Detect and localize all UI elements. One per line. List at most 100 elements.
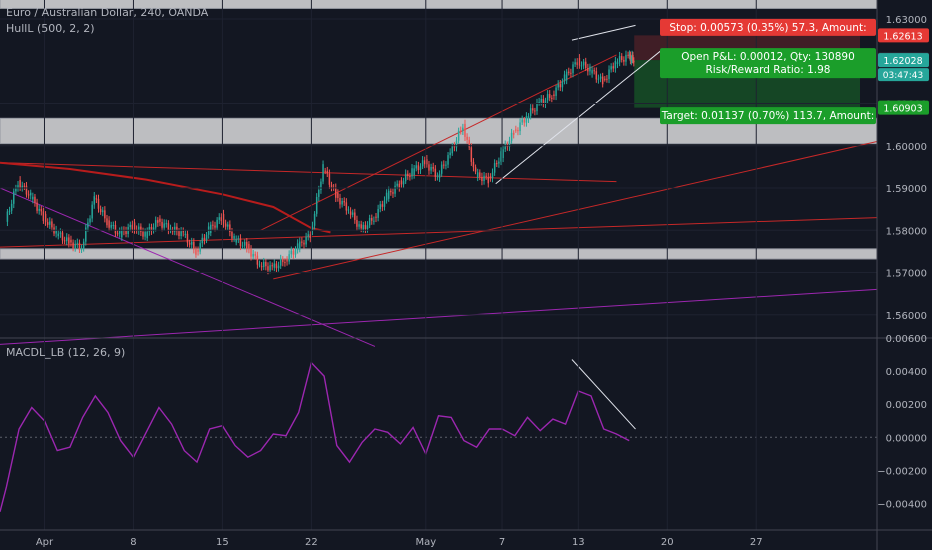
candle-body[interactable] <box>218 217 221 220</box>
candle-body[interactable] <box>61 232 64 241</box>
candle-body[interactable] <box>146 231 148 239</box>
candle-body[interactable] <box>546 94 549 101</box>
candle-body[interactable] <box>27 194 30 196</box>
candle-body[interactable] <box>411 168 413 177</box>
candle-body[interactable] <box>360 224 362 229</box>
candle-body[interactable] <box>148 226 151 232</box>
candle-body[interactable] <box>616 62 619 64</box>
candle-body[interactable] <box>447 155 449 165</box>
candle-body[interactable] <box>415 165 418 169</box>
candle-body[interactable] <box>368 218 371 226</box>
candle-body[interactable] <box>87 222 89 228</box>
candle-body[interactable] <box>396 183 398 186</box>
candle-body[interactable] <box>292 250 295 255</box>
candle-body[interactable] <box>29 192 32 196</box>
candle-body[interactable] <box>356 219 358 227</box>
candle-body[interactable] <box>59 232 62 234</box>
candle-body[interactable] <box>371 218 373 221</box>
candle-body[interactable] <box>451 146 454 154</box>
candle-body[interactable] <box>106 218 108 226</box>
candle-body[interactable] <box>434 168 437 177</box>
candle-body[interactable] <box>466 136 468 140</box>
candle-body[interactable] <box>203 237 206 241</box>
candle-body[interactable] <box>631 54 633 60</box>
candle-body[interactable] <box>347 209 350 211</box>
candle-body[interactable] <box>436 175 439 177</box>
candle-body[interactable] <box>339 197 341 205</box>
candle-body[interactable] <box>618 56 621 63</box>
candle-body[interactable] <box>445 164 447 166</box>
candle-body[interactable] <box>565 71 568 81</box>
candle-body[interactable] <box>15 188 17 192</box>
candle-body[interactable] <box>453 146 456 148</box>
candle-body[interactable] <box>116 233 119 235</box>
candle-body[interactable] <box>171 230 174 232</box>
candle-body[interactable] <box>532 108 534 111</box>
candle-body[interactable] <box>74 243 76 249</box>
candle-body[interactable] <box>409 176 411 178</box>
candle-body[interactable] <box>462 127 464 131</box>
candle-body[interactable] <box>42 211 45 221</box>
candle-body[interactable] <box>279 258 282 266</box>
trendline[interactable] <box>0 288 878 345</box>
candle-body[interactable] <box>610 66 612 70</box>
candle-body[interactable] <box>269 265 271 271</box>
candle-body[interactable] <box>392 192 394 194</box>
candle-body[interactable] <box>258 264 261 266</box>
candle-body[interactable] <box>163 223 165 228</box>
candle-body[interactable] <box>459 130 462 132</box>
candle-body[interactable] <box>468 139 470 148</box>
candle-body[interactable] <box>500 151 502 162</box>
candle-body[interactable] <box>144 232 146 237</box>
candle-body[interactable] <box>529 108 532 116</box>
candle-body[interactable] <box>93 196 96 205</box>
candle-body[interactable] <box>32 196 34 200</box>
candle-body[interactable] <box>97 198 100 209</box>
candle-body[interactable] <box>496 163 498 165</box>
candle-body[interactable] <box>481 176 483 182</box>
candle-body[interactable] <box>474 167 477 172</box>
candle-body[interactable] <box>46 222 49 225</box>
candle-body[interactable] <box>394 185 396 194</box>
candle-body[interactable] <box>625 54 627 62</box>
candle-body[interactable] <box>630 59 633 62</box>
candle-body[interactable] <box>199 243 201 252</box>
candle-body[interactable] <box>443 164 445 166</box>
macd-line[interactable] <box>0 361 630 512</box>
candle-body[interactable] <box>534 110 536 112</box>
candle-body[interactable] <box>125 231 127 235</box>
candle-body[interactable] <box>542 99 545 104</box>
candle-body[interactable] <box>632 54 634 61</box>
candle-body[interactable] <box>432 167 434 169</box>
candle-body[interactable] <box>449 152 451 156</box>
candle-body[interactable] <box>214 225 216 228</box>
candle-body[interactable] <box>212 224 214 226</box>
candle-body[interactable] <box>508 140 511 147</box>
candle-body[interactable] <box>568 71 570 73</box>
candle-body[interactable] <box>6 211 9 222</box>
candle-body[interactable] <box>104 210 106 219</box>
candle-body[interactable] <box>398 183 401 188</box>
candle-body[interactable] <box>377 209 379 218</box>
candle-body[interactable] <box>131 224 134 230</box>
candle-body[interactable] <box>485 175 487 177</box>
candle-body[interactable] <box>379 204 381 210</box>
candle-body[interactable] <box>80 248 83 250</box>
candle-body[interactable] <box>589 66 591 72</box>
candle-body[interactable] <box>498 161 500 164</box>
candle-body[interactable] <box>366 225 369 229</box>
candle-body[interactable] <box>555 87 557 96</box>
candle-body[interactable] <box>523 119 526 123</box>
candle-body[interactable] <box>479 172 481 177</box>
candle-body[interactable] <box>290 250 293 255</box>
candle-body[interactable] <box>502 149 504 159</box>
candle-body[interactable] <box>23 185 26 187</box>
candle-body[interactable] <box>404 173 407 182</box>
candle-body[interactable] <box>417 165 420 171</box>
candle-body[interactable] <box>193 241 195 250</box>
candle-body[interactable] <box>428 164 430 171</box>
candle-body[interactable] <box>246 241 248 249</box>
candle-body[interactable] <box>472 161 475 168</box>
candle-body[interactable] <box>110 225 112 228</box>
candle-body[interactable] <box>383 200 386 207</box>
